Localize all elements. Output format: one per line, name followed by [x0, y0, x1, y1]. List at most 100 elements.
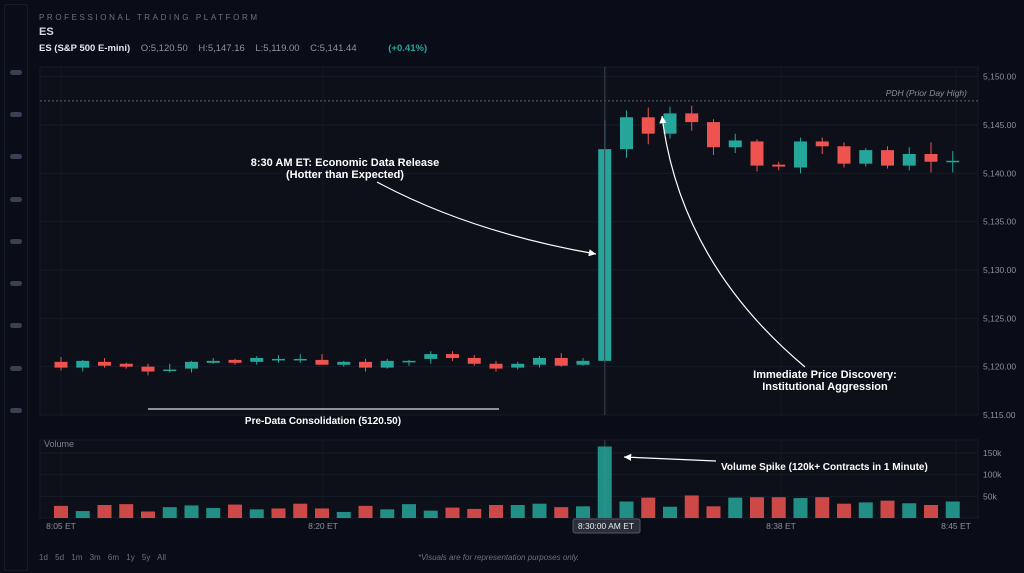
- toolbar-sidebar: [4, 4, 28, 571]
- candle-body: [533, 357, 546, 365]
- candle: [815, 137, 829, 154]
- volume-bar: [663, 506, 677, 518]
- price-panel: [39, 66, 979, 416]
- candle: [946, 151, 960, 173]
- candle: [119, 362, 133, 369]
- timeframe-selector[interactable]: 1d 5d 1m 3m 6m 1y 5y All: [39, 553, 167, 562]
- volume-bar: [97, 505, 112, 518]
- volume-tick-label: 50k: [983, 491, 997, 501]
- candle: [511, 361, 525, 370]
- pdh-label: PDH (Prior Day High): [886, 88, 967, 98]
- volume-bar: [902, 503, 917, 518]
- candle-body: [359, 361, 372, 368]
- candle-body: [924, 154, 938, 162]
- candle: [380, 358, 394, 369]
- candle-body: [250, 357, 264, 362]
- tool-icon[interactable]: [10, 408, 22, 413]
- candle: [206, 357, 220, 364]
- tool-icon[interactable]: [10, 323, 22, 328]
- volume-bar: [228, 504, 242, 518]
- volume-bar: [684, 495, 699, 518]
- candle: [489, 360, 503, 372]
- tool-icon[interactable]: [10, 366, 22, 371]
- candle-body: [337, 361, 351, 365]
- candle-body: [728, 140, 742, 148]
- candle: [837, 142, 851, 168]
- volume-bar: [249, 509, 264, 518]
- volume-bar: [141, 511, 155, 518]
- price-tick-label: 5,135.00: [983, 217, 1016, 227]
- tool-icon[interactable]: [10, 154, 22, 159]
- volume-bar: [510, 505, 525, 518]
- volume-spike-annotation: Volume Spike (120k+ Contracts in 1 Minut…: [721, 462, 928, 473]
- candle: [250, 356, 264, 365]
- candle: [707, 119, 720, 155]
- candle-body: [76, 360, 90, 368]
- candle: [859, 148, 873, 167]
- price-tick-label: 5,120.00: [983, 362, 1016, 372]
- time-tick-label: 8:38 ET: [766, 521, 796, 531]
- volume-bar: [467, 508, 482, 518]
- time-tick-label: 8:45 ET: [941, 521, 971, 531]
- candle: [772, 161, 786, 171]
- candle: [620, 110, 633, 158]
- tool-icon[interactable]: [10, 112, 22, 117]
- volume-bar: [641, 497, 656, 518]
- tool-icon[interactable]: [10, 70, 22, 75]
- candle-body: [685, 113, 699, 123]
- candle-body: [185, 361, 198, 369]
- candle-body: [902, 154, 916, 166]
- candle: [794, 137, 807, 174]
- candle-body: [315, 359, 329, 365]
- candle-body: [206, 360, 220, 363]
- volume-bar: [271, 508, 286, 518]
- volume-bar: [532, 503, 547, 518]
- release-annotation-line2: (Hotter than Expected): [286, 169, 404, 181]
- candle: [228, 358, 242, 365]
- symbol-ticker[interactable]: ES: [39, 26, 54, 38]
- release-arrow: [376, 181, 597, 257]
- volume-bar: [837, 503, 851, 518]
- volume-bar: [619, 501, 634, 518]
- volume-bar: [445, 507, 460, 518]
- release-annotation-line1: 8:30 AM ET: Economic Data Release: [251, 157, 440, 169]
- tool-icon[interactable]: [10, 197, 22, 202]
- close-value: C:5,141.44: [310, 43, 357, 54]
- volume-bar: [54, 505, 68, 518]
- volume-tick-label: 150k: [983, 448, 1002, 458]
- volume-bar: [706, 506, 721, 518]
- candle-body: [663, 113, 677, 134]
- candle-body: [511, 363, 525, 368]
- candle-body: [119, 363, 133, 367]
- volume-tick-label: 100k: [983, 470, 1002, 480]
- time-tick-label: 8:20 ET: [308, 521, 338, 531]
- tool-icon[interactable]: [10, 239, 22, 244]
- high-value: H:5,147.16: [198, 43, 245, 54]
- instrument-name: ES (S&P 500 E-mini): [39, 43, 131, 54]
- volume-bar: [293, 503, 308, 518]
- volume-bar: [858, 502, 873, 518]
- candle: [641, 107, 655, 145]
- candle-body: [141, 366, 155, 372]
- candle-body: [228, 359, 242, 363]
- candle: [337, 360, 351, 367]
- candle: [446, 351, 459, 361]
- volume-bar: [315, 508, 329, 518]
- candle-body: [815, 141, 829, 147]
- candle-body: [946, 160, 960, 163]
- candle-body: [750, 141, 764, 166]
- open-value: O:5,120.50: [140, 43, 188, 54]
- volume-bar: [924, 505, 938, 518]
- volume-bar: [489, 505, 503, 518]
- volume-bar: [119, 504, 134, 518]
- volume-bar: [771, 497, 786, 518]
- candle-body: [772, 164, 786, 167]
- candle: [924, 142, 938, 173]
- tool-icon[interactable]: [10, 281, 22, 286]
- volume-bar: [728, 497, 743, 518]
- candle: [663, 106, 677, 139]
- candle-body: [424, 354, 438, 359]
- candle-body: [837, 146, 851, 164]
- candle: [98, 357, 111, 368]
